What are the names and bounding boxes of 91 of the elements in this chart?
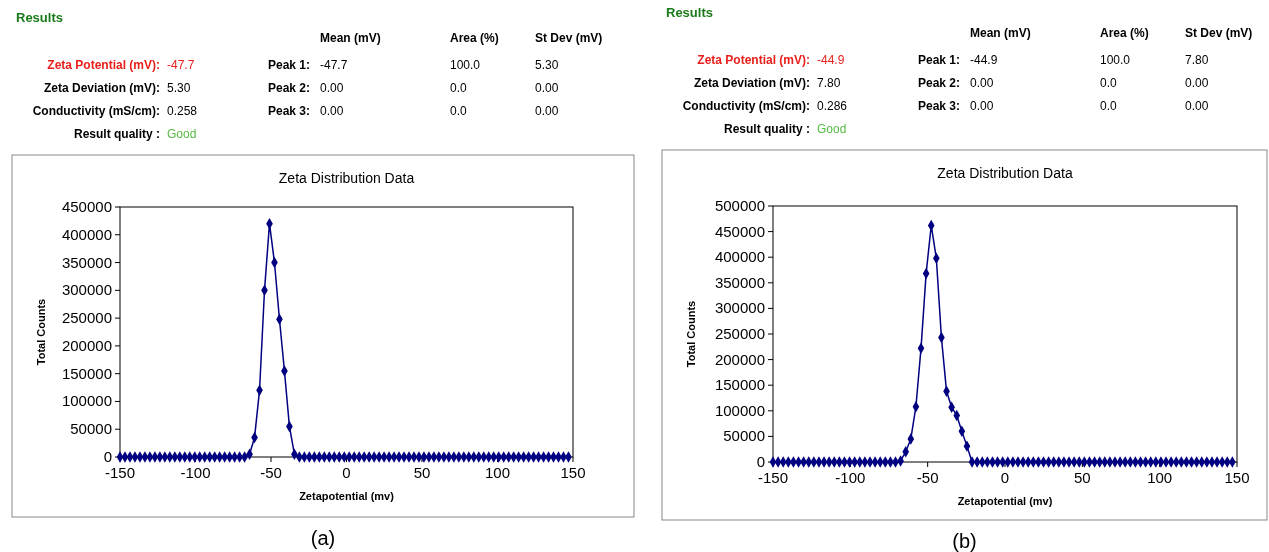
text: 0.00 xyxy=(320,81,344,95)
text: St Dev (mV) xyxy=(535,31,603,45)
y-tick-label: 500000 xyxy=(714,197,765,214)
y-tick-label: 300000 xyxy=(714,299,765,317)
x-tick-label: -100 xyxy=(180,464,211,481)
text: Mean (mV) xyxy=(970,26,1031,40)
chart-title: Zeta Distribution Data xyxy=(278,170,415,186)
x-tick-label: -150 xyxy=(757,469,789,486)
text: 0.286 xyxy=(817,99,848,113)
text: Peak 2: xyxy=(917,76,960,90)
text: Results xyxy=(16,10,63,25)
y-tick-label: 100000 xyxy=(714,401,765,419)
text: Peak 1: xyxy=(267,58,310,72)
y-tick-label: 250000 xyxy=(61,309,112,327)
text: Peak 3: xyxy=(917,99,960,113)
x-tick-label: -150 xyxy=(104,464,136,481)
text: (b) xyxy=(952,530,977,552)
chart-title: Zeta Distribution Data xyxy=(937,165,1073,181)
y-tick-label: 200000 xyxy=(61,336,112,354)
text: Results xyxy=(666,5,713,20)
text: 7.80 xyxy=(817,76,841,90)
y-axis-title: Total Counts xyxy=(685,300,697,368)
y-tick-label: 300000 xyxy=(61,281,112,299)
text: (a) xyxy=(310,527,336,549)
x-tick-label: 100 xyxy=(484,464,511,481)
text: 0.00 xyxy=(535,104,559,118)
x-tick-label: 50 xyxy=(413,464,431,481)
y-tick-label: 350000 xyxy=(61,253,112,271)
text: Peak 3: xyxy=(267,104,310,118)
y-tick-label: 250000 xyxy=(714,325,765,342)
y-axis-title: Total Counts xyxy=(35,298,47,366)
text: Zeta Potential (mV): xyxy=(697,53,810,67)
y-tick-label: 50000 xyxy=(723,427,765,445)
x-tick-label: 50 xyxy=(1073,469,1091,486)
text: 5.30 xyxy=(535,58,559,72)
y-tick-label: 0 xyxy=(103,448,112,465)
x-tick-label: 0 xyxy=(342,464,351,481)
text: Zeta Deviation (mV): xyxy=(693,76,810,90)
y-tick-label: 450000 xyxy=(61,198,112,215)
text: -47.7 xyxy=(167,58,195,72)
text: Conductivity (mS/cm): xyxy=(32,104,160,118)
text: 5.30 xyxy=(167,81,191,95)
text: Result quality : xyxy=(723,122,810,136)
y-tick-label: 50000 xyxy=(70,420,112,438)
y-tick-label: 150000 xyxy=(714,376,765,394)
x-axis-title: Zetapotential (mv) xyxy=(299,490,395,502)
x-tick-label: -100 xyxy=(835,469,866,486)
text: Good xyxy=(817,122,847,136)
text: -44.9 xyxy=(817,53,845,67)
text: Peak 1: xyxy=(917,53,960,67)
text: Area (%) xyxy=(450,31,499,45)
text: Mean (mV) xyxy=(320,31,381,45)
x-axis-title: Zetapotential (mv) xyxy=(957,495,1053,507)
text: Conductivity (mS/cm): xyxy=(682,99,810,113)
text: 0.0 xyxy=(450,104,468,118)
x-tick-label: 0 xyxy=(1000,469,1010,486)
y-tick-label: 400000 xyxy=(714,248,765,266)
x-tick-label: 100 xyxy=(1147,469,1173,486)
text: 0.00 xyxy=(970,99,994,113)
text: -44.9 xyxy=(970,53,998,67)
text: 0.0 xyxy=(1100,99,1118,113)
y-tick-label: 450000 xyxy=(714,222,765,240)
text: 100.0 xyxy=(450,58,481,72)
text: Zeta Potential (mV): xyxy=(47,58,160,72)
y-tick-label: 150000 xyxy=(61,364,112,382)
text: 0.00 xyxy=(1185,99,1209,113)
text: 100.0 xyxy=(1100,53,1131,67)
text: 0.0 xyxy=(450,81,468,95)
y-tick-label: 400000 xyxy=(61,225,112,243)
text: -47.7 xyxy=(320,58,348,72)
text: 0.00 xyxy=(535,81,559,95)
text: Result quality : xyxy=(73,127,160,141)
text: 0.0 xyxy=(1100,76,1118,90)
x-tick-label: -50 xyxy=(916,469,939,486)
text: St Dev (mV) xyxy=(1185,26,1253,40)
x-tick-label: -50 xyxy=(260,464,282,481)
text: 0.00 xyxy=(1185,76,1209,90)
text: 7.80 xyxy=(1185,53,1209,67)
text: 0.00 xyxy=(970,76,994,90)
text: Zeta Deviation (mV): xyxy=(43,81,160,95)
y-tick-label: 350000 xyxy=(714,273,765,291)
x-tick-label: 150 xyxy=(1224,469,1250,486)
y-tick-label: 100000 xyxy=(61,392,112,410)
y-tick-label: 0 xyxy=(756,453,765,470)
text: 0.258 xyxy=(167,104,198,118)
y-tick-label: 200000 xyxy=(714,350,765,368)
x-tick-label: 150 xyxy=(560,464,586,481)
text: Good xyxy=(167,127,197,141)
text: 0.00 xyxy=(320,104,344,118)
text: Area (%) xyxy=(1100,26,1149,40)
text: Peak 2: xyxy=(267,81,310,95)
